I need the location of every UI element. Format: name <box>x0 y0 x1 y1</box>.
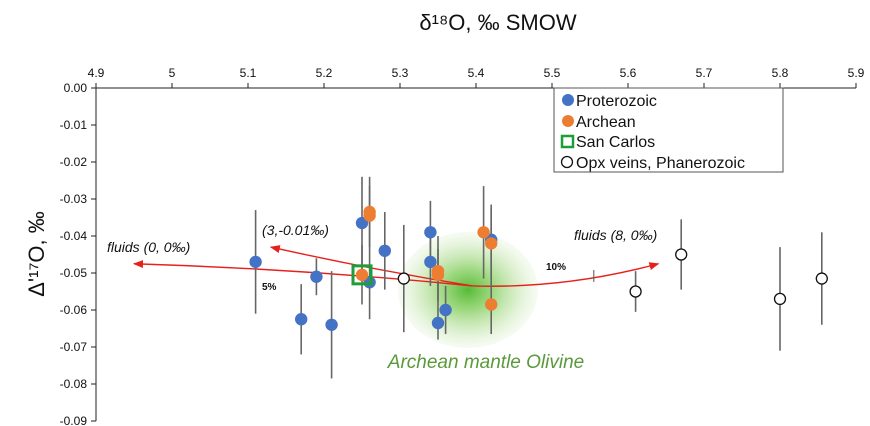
point-proterozoic <box>295 313 308 326</box>
x-tick-label: 5.1 <box>240 66 257 80</box>
point-proterozoic <box>424 255 437 269</box>
x-tick-label: 5.5 <box>544 66 561 80</box>
x-tick-label: 4.9 <box>88 66 105 80</box>
legend: Proterozoic Archean San Carlos Opx veins… <box>553 87 784 173</box>
legend-marker-opx-veins <box>560 155 574 169</box>
legend-item-opx-veins: Opx veins, Phanerozoic <box>560 155 745 172</box>
arrow-fluids-8 <box>472 262 660 287</box>
y-tick-label: -0.01 <box>60 118 88 132</box>
x-tick-label: 5.2 <box>316 66 333 80</box>
x-tick-label: 5.7 <box>696 66 713 80</box>
point-proterozoic <box>355 216 369 230</box>
point-proterozoic <box>249 255 262 269</box>
x-tick-label: 5.4 <box>468 66 485 80</box>
point-archean <box>355 268 369 282</box>
point-proterozoic <box>439 303 452 317</box>
point-san-carlos <box>351 264 373 286</box>
y-axis-label: Δ'¹⁷O, ‰ <box>24 211 49 297</box>
point-opx-veins-phanerozoic <box>815 272 828 285</box>
point-archean <box>363 209 376 222</box>
point-opx-veins-phanerozoic <box>629 285 642 298</box>
y-tick-label: -0.06 <box>60 303 88 317</box>
arrow-label-3: (3,-0.01‰) <box>262 222 329 238</box>
point-proterozoic <box>431 316 445 330</box>
archean-olivine-region <box>398 232 538 348</box>
axes: 4.9 5 5.1 5.2 5.3 5.4 5.5 5.6 5.7 5.8 5.9 0.00 -0.01… <box>60 66 865 426</box>
mixing-arrows <box>133 245 660 287</box>
y-tick-label: 0.00 <box>64 81 88 95</box>
x-tick-label: 5.9 <box>848 66 865 80</box>
legend-item-archean: Archean <box>562 114 636 131</box>
point-archean <box>477 226 490 239</box>
legend-marker-archean <box>562 115 574 127</box>
legend-item-proterozoic: Proterozoic <box>562 93 657 110</box>
y-tick-label: -0.09 <box>60 414 88 426</box>
legend-label-archean: Archean <box>576 114 636 131</box>
point-proterozoic <box>310 270 323 283</box>
arrow-fluids-0 <box>133 260 473 287</box>
y-tick-label: -0.07 <box>60 340 88 354</box>
y-tick-label: -0.05 <box>60 266 88 280</box>
x-tick-label: 5.3 <box>392 66 409 80</box>
legend-marker-proterozoic <box>562 94 574 106</box>
arrow-label-fluids-8: fluids (8, 0‰) <box>574 227 657 243</box>
y-tick-label: -0.03 <box>60 192 88 206</box>
x-tick-label: 5 <box>169 66 176 80</box>
point-archean <box>431 268 445 282</box>
point-archean <box>485 237 498 250</box>
point-proterozoic <box>325 318 338 331</box>
legend-label-san-carlos: San Carlos <box>576 134 655 151</box>
data-points <box>249 176 828 379</box>
x-tick-label: 5.8 <box>772 66 789 80</box>
legend-marker-san-carlos <box>560 134 575 149</box>
legend-box <box>553 87 784 173</box>
point-archean <box>485 298 498 311</box>
arrow-label-fluids-0: fluids (0, 0‰) <box>107 239 190 255</box>
x-tick-label: 5.6 <box>620 66 637 80</box>
legend-item-san-carlos: San Carlos <box>560 134 655 151</box>
point-opx-veins-phanerozoic <box>397 272 410 285</box>
y-tick-label: -0.08 <box>60 377 88 391</box>
y-tick-label: -0.02 <box>60 155 88 169</box>
point-opx-veins-phanerozoic <box>675 248 688 261</box>
point-opx-veins-phanerozoic <box>773 292 787 306</box>
tick-label-10pct: 10% <box>546 262 566 273</box>
legend-label-proterozoic: Proterozoic <box>576 93 657 110</box>
tick-label-5pct: 5% <box>262 282 277 293</box>
y-tick-label: -0.04 <box>60 229 88 243</box>
point-proterozoic <box>378 244 391 257</box>
legend-label-opx-veins: Opx veins, Phanerozoic <box>576 155 745 172</box>
point-proterozoic <box>424 226 437 239</box>
chart-title: δ¹⁸O, ‰ SMOW <box>419 10 576 35</box>
region-label: Archean mantle Olivine <box>387 352 584 373</box>
